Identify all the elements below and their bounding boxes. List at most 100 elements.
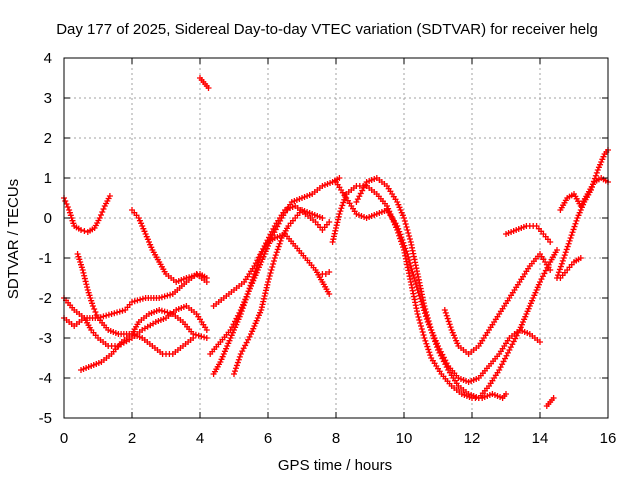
- data-point: [99, 209, 106, 215]
- data-point: [424, 343, 431, 350]
- data-point: [423, 312, 430, 318]
- data-point: [233, 362, 240, 369]
- data-point: [143, 233, 150, 240]
- data-point: [261, 293, 268, 299]
- data-point: [400, 239, 407, 246]
- data-point: [186, 274, 193, 281]
- data-point: [131, 298, 138, 305]
- data-point: [403, 224, 410, 230]
- data-point: [277, 237, 284, 244]
- data-point: [397, 231, 404, 238]
- data-point: [522, 313, 529, 320]
- data-point: [221, 348, 228, 355]
- data-point: [442, 309, 449, 316]
- data-point: [521, 316, 528, 323]
- data-point: [326, 219, 333, 225]
- data-point: [398, 234, 405, 241]
- data-point: [262, 287, 269, 294]
- data-point: [275, 243, 282, 250]
- data-point: [156, 295, 163, 301]
- data-point: [262, 290, 269, 297]
- data-point: [401, 218, 408, 224]
- data-point: [251, 275, 258, 281]
- data-point: [564, 243, 571, 250]
- data-point: [253, 269, 260, 276]
- data-point: [534, 284, 541, 291]
- y-tick-label: -5: [39, 410, 52, 427]
- data-point: [91, 306, 98, 312]
- data-point: [255, 312, 262, 319]
- series-arc-l: [319, 269, 333, 277]
- data-point: [529, 297, 536, 304]
- data-point: [332, 227, 339, 234]
- data-point: [167, 310, 174, 317]
- data-point: [554, 247, 560, 253]
- data-point: [524, 308, 531, 315]
- data-point: [64, 204, 71, 210]
- series-arc-i: [210, 203, 333, 309]
- data-point: [100, 206, 107, 212]
- y-tick-label: 0: [44, 210, 52, 227]
- data-point: [188, 273, 195, 280]
- data-point: [414, 311, 421, 317]
- data-point: [426, 321, 433, 327]
- data-point: [264, 281, 271, 288]
- data-point: [148, 244, 155, 251]
- data-point: [257, 309, 264, 316]
- data-point: [412, 281, 419, 287]
- data-point: [433, 341, 440, 348]
- series-arc-g: [197, 75, 212, 91]
- data-point: [574, 215, 581, 221]
- data-point: [267, 270, 274, 276]
- data-point: [334, 219, 341, 226]
- data-point: [119, 307, 126, 314]
- data-point: [338, 205, 345, 212]
- data-point: [84, 287, 91, 293]
- data-point: [161, 308, 168, 315]
- data-point: [454, 340, 461, 347]
- data-point: [563, 246, 570, 253]
- data-point: [272, 252, 279, 259]
- data-point: [205, 85, 212, 91]
- data-point: [421, 335, 428, 341]
- data-point: [236, 353, 243, 360]
- data-point: [432, 338, 439, 345]
- data-point: [69, 217, 76, 224]
- data-point: [263, 284, 270, 291]
- data-point: [450, 332, 457, 339]
- data-point: [250, 325, 257, 332]
- data-point: [223, 345, 230, 352]
- data-point: [254, 315, 261, 321]
- data-point: [265, 279, 271, 285]
- data-point: [81, 275, 88, 282]
- data-point: [449, 329, 456, 336]
- data-point: [139, 223, 146, 229]
- data-point: [136, 217, 143, 224]
- data-point: [263, 245, 270, 252]
- data-point: [258, 259, 265, 265]
- data-point: [198, 333, 205, 340]
- data-point: [89, 300, 96, 307]
- data-point: [565, 240, 572, 247]
- data-point: [138, 220, 145, 227]
- data-point: [103, 312, 110, 319]
- data-point: [330, 233, 337, 240]
- data-point: [404, 227, 411, 233]
- data-point: [105, 311, 112, 318]
- data-point: [158, 307, 165, 314]
- data-point: [431, 335, 438, 342]
- data-point: [333, 222, 340, 229]
- data-point: [242, 296, 249, 303]
- series-arc-p: [441, 251, 554, 357]
- series-arc-u: [557, 255, 584, 281]
- data-point: [232, 365, 239, 372]
- data-point: [525, 305, 532, 312]
- data-point: [526, 303, 533, 309]
- data-point: [531, 292, 538, 299]
- data-point: [203, 275, 210, 281]
- data-point: [219, 353, 226, 360]
- data-point: [96, 215, 103, 221]
- data-point: [567, 235, 574, 241]
- data-point: [270, 258, 277, 264]
